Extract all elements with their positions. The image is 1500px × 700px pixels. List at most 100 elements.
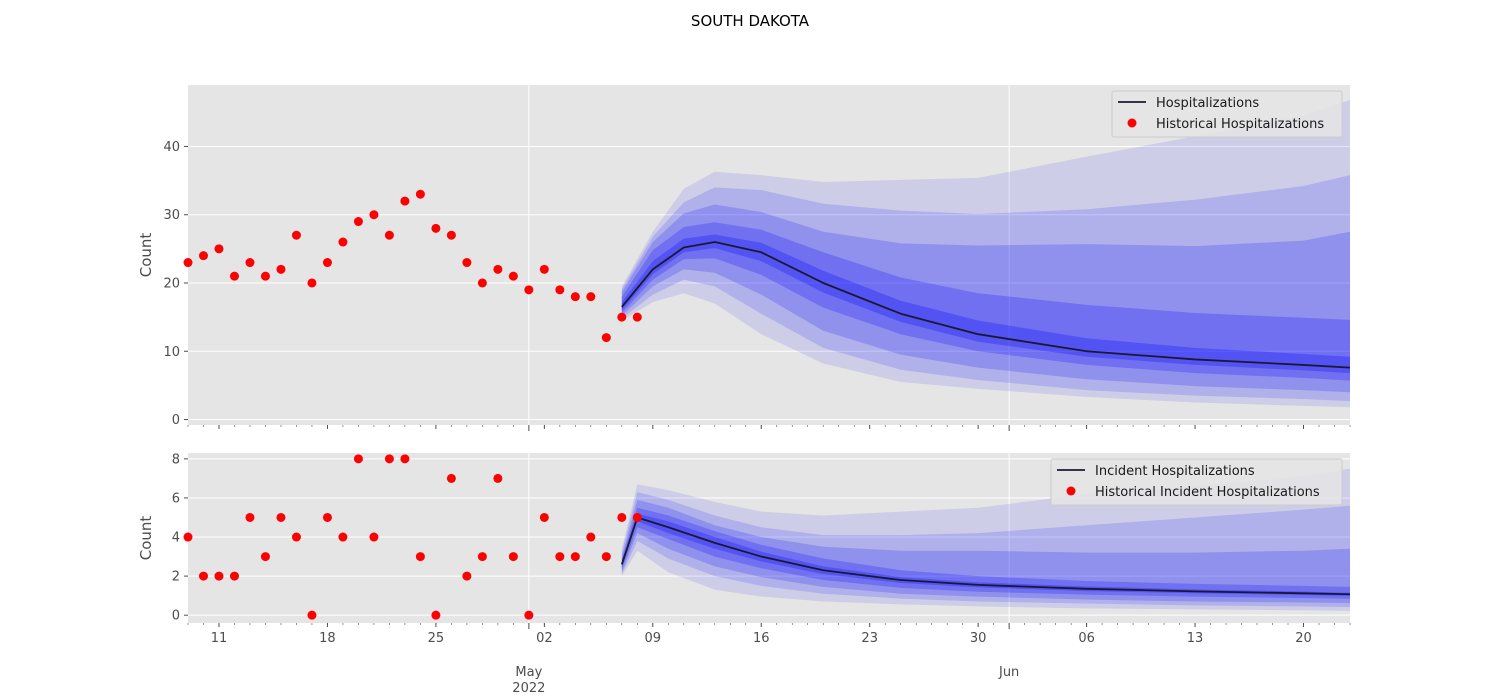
historical-point bbox=[245, 258, 255, 268]
historical-point bbox=[291, 532, 301, 542]
historical-point bbox=[322, 258, 332, 268]
historical-point bbox=[353, 217, 363, 227]
y-axis-label: Count bbox=[137, 516, 155, 561]
historical-point bbox=[353, 454, 363, 464]
historical-point bbox=[338, 532, 348, 542]
plot-content bbox=[621, 100, 1350, 408]
legend-box bbox=[1050, 458, 1343, 506]
historical-point bbox=[601, 333, 611, 343]
forecast-band bbox=[621, 507, 1350, 599]
historical-point bbox=[431, 223, 441, 233]
forecast-band bbox=[621, 513, 1350, 596]
forecast-band bbox=[621, 234, 1350, 374]
historical-point bbox=[477, 552, 487, 562]
legend-label: Historical Hospitalizations bbox=[1156, 117, 1324, 132]
historical-point bbox=[601, 552, 611, 562]
historical-point bbox=[384, 230, 394, 240]
x-tick-label: 16 bbox=[753, 631, 770, 646]
figure-title: SOUTH DAKOTA bbox=[691, 12, 810, 30]
historical-point bbox=[229, 571, 239, 581]
historical-point bbox=[493, 473, 503, 483]
x-tick-label: 09 bbox=[645, 631, 662, 646]
historical-point bbox=[276, 512, 286, 522]
x-tick-label: 23 bbox=[861, 631, 878, 646]
historical-point bbox=[617, 312, 627, 322]
historical-point bbox=[632, 312, 642, 322]
y-tick-label: 40 bbox=[163, 140, 180, 155]
historical-point bbox=[183, 258, 193, 268]
x-tick-label: 30 bbox=[970, 631, 987, 646]
historical-point bbox=[400, 454, 410, 464]
y-tick-label: 2 bbox=[172, 570, 180, 585]
legend-label: Historical Incident Hospitalizations bbox=[1095, 485, 1320, 500]
historical-point bbox=[338, 237, 348, 247]
historical-point bbox=[586, 292, 596, 302]
historical-point bbox=[462, 258, 472, 268]
historical-point bbox=[462, 571, 472, 581]
historical-point bbox=[446, 230, 456, 240]
historical-point bbox=[369, 532, 379, 542]
median-forecast-line bbox=[620, 516, 1350, 596]
historical-point bbox=[617, 512, 627, 522]
historical-point bbox=[198, 571, 208, 581]
hospitalizations-panel: 0 10 20 30 40 Count Hospitalizations Historical… bbox=[137, 85, 1351, 431]
x-tick-label: 13 bbox=[1187, 631, 1204, 646]
historical-point bbox=[539, 264, 549, 274]
historical-point bbox=[307, 610, 317, 620]
x-tick-label: 06 bbox=[1078, 631, 1095, 646]
y-tick-label: 30 bbox=[163, 208, 180, 223]
y-tick-label: 10 bbox=[163, 345, 180, 360]
historical-point bbox=[260, 271, 270, 281]
historical-point bbox=[229, 271, 239, 281]
x-tick-label: 11 bbox=[211, 631, 228, 646]
forecast-band bbox=[621, 222, 1350, 381]
y-tick-label: 0 bbox=[172, 413, 180, 428]
historical-point bbox=[276, 264, 286, 274]
historical-point bbox=[214, 244, 224, 254]
historical-point bbox=[214, 571, 224, 581]
historical-point bbox=[524, 610, 534, 620]
historical-point bbox=[632, 512, 642, 522]
x-month-label: May bbox=[515, 665, 542, 680]
x-tick-label: 25 bbox=[428, 631, 445, 646]
historical-point bbox=[570, 552, 580, 562]
forecast-band bbox=[621, 499, 1350, 604]
legend-label: Incident Hospitalizations bbox=[1095, 464, 1255, 479]
historical-point bbox=[555, 552, 565, 562]
historical-point bbox=[245, 512, 255, 522]
historical-point bbox=[508, 552, 518, 562]
historical-point bbox=[446, 473, 456, 483]
forecast-band bbox=[621, 175, 1350, 402]
x-year-label: 2022 bbox=[512, 681, 545, 696]
historical-point bbox=[291, 230, 301, 240]
x-tick-label: 02 bbox=[536, 631, 553, 646]
x-month-label: Jun bbox=[998, 665, 1019, 680]
historical-point bbox=[369, 210, 379, 220]
forecast-band bbox=[621, 492, 1350, 607]
plot-area bbox=[188, 85, 1350, 425]
historical-point bbox=[524, 285, 534, 295]
historical-point bbox=[508, 271, 518, 281]
legend-point-swatch bbox=[1066, 486, 1076, 496]
incident-hospitalizations-panel: 0 2 4 6 8 Count Incident Hospitalizations Histo… bbox=[137, 452, 1351, 629]
historical-point bbox=[539, 512, 549, 522]
y-tick-label: 0 bbox=[172, 609, 180, 624]
y-tick-label: 4 bbox=[172, 531, 180, 546]
historical-point bbox=[586, 532, 596, 542]
historical-point bbox=[431, 610, 441, 620]
historical-point bbox=[400, 196, 410, 206]
historical-point bbox=[415, 189, 425, 199]
y-tick-label: 20 bbox=[163, 276, 180, 291]
forecast-band bbox=[621, 204, 1350, 393]
historical-point bbox=[183, 532, 193, 542]
y-tick-label: 6 bbox=[172, 491, 180, 506]
x-tick-label: 18 bbox=[319, 631, 336, 646]
historical-point bbox=[260, 552, 270, 562]
historical-point bbox=[477, 278, 487, 288]
historical-point bbox=[384, 454, 394, 464]
x-tick-label: 20 bbox=[1295, 631, 1312, 646]
y-tick-label: 8 bbox=[172, 452, 180, 467]
historical-point bbox=[493, 264, 503, 274]
